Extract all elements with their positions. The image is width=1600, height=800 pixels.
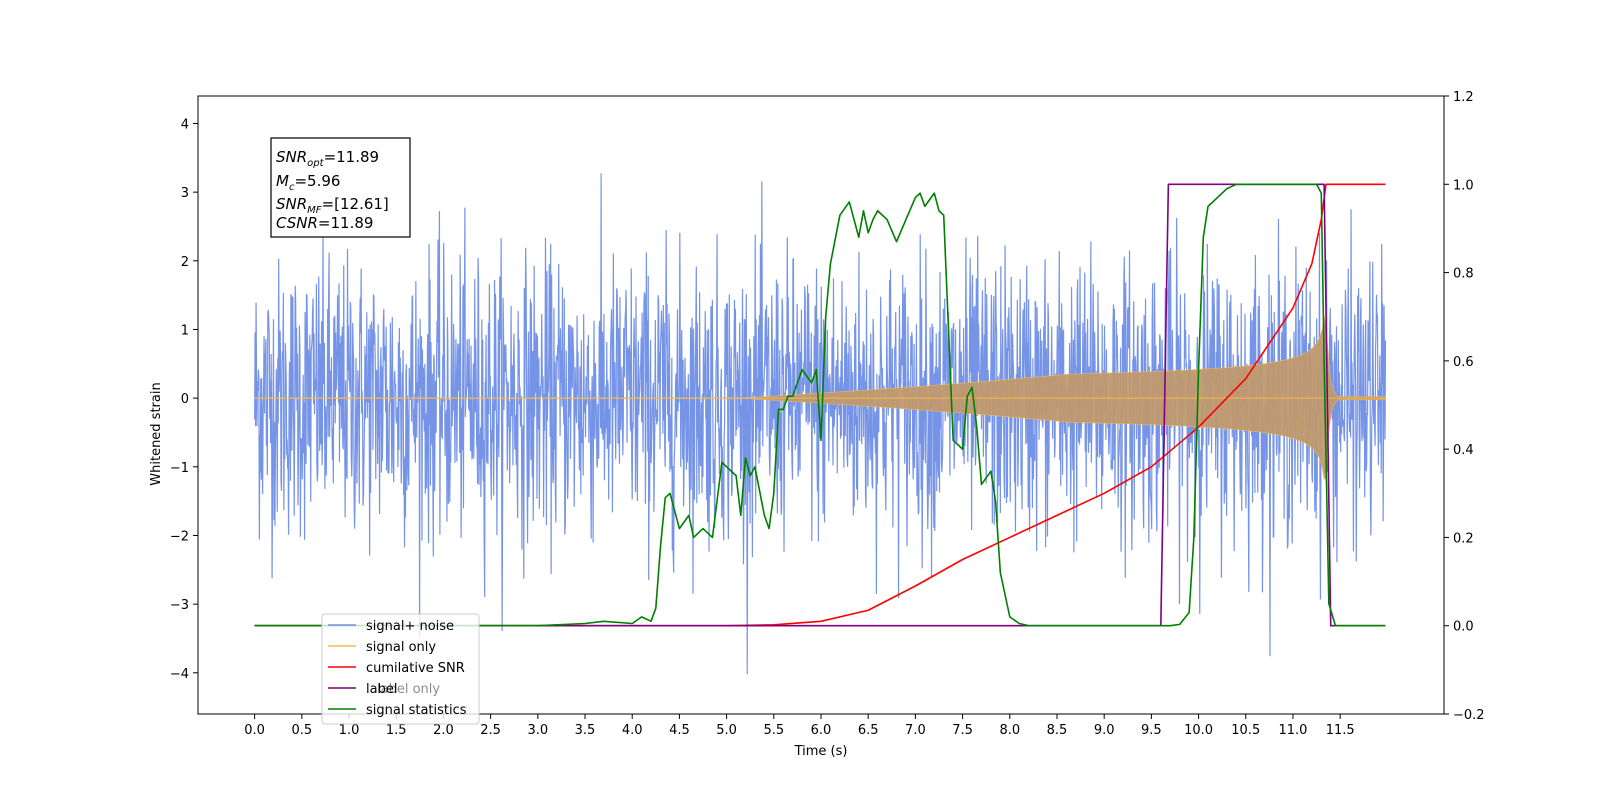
x-tick-label: 7.0 — [905, 723, 926, 738]
y-tick-label: 2 — [181, 255, 189, 270]
annotation-box: SNRopt=11.89 Mc=5.96 SNRMF=[12.61] CSNR=… — [270, 137, 411, 238]
annotation-frame — [270, 137, 411, 238]
x-tick-label: 11.5 — [1326, 723, 1355, 738]
y-tick-label: −2 — [170, 529, 189, 544]
y2-tick-label: 1.2 — [1453, 90, 1474, 105]
y-axis-label: Whitened strain — [149, 382, 164, 485]
x-tick-label: 8.0 — [999, 723, 1020, 738]
y-tick-label: −4 — [170, 667, 189, 682]
annotation-snr-mf: SNRMF=[12.61] — [276, 195, 389, 216]
y2-tick-label: 0.8 — [1453, 267, 1474, 282]
y2-tick-label: 1.0 — [1453, 178, 1474, 193]
series-group — [254, 173, 1387, 675]
x-tick-label: 3.0 — [527, 723, 548, 738]
y-tick-label: 3 — [181, 186, 189, 201]
annotation-csnr: CSNR=11.89 — [276, 214, 373, 232]
x-tick-label: 1.5 — [386, 723, 407, 738]
plot-area — [254, 173, 1387, 675]
y2-tick-label: 0.4 — [1453, 443, 1474, 458]
x-tick-label: 11.0 — [1278, 723, 1307, 738]
annotation-snr-opt: SNRopt=11.89 — [276, 148, 379, 169]
y2-tick-label: 0.0 — [1453, 620, 1474, 635]
y-tick-label: 0 — [181, 392, 189, 407]
x-axis-label: Time (s) — [794, 744, 848, 759]
series-signal-noise — [254, 173, 1387, 675]
axes: 0.0 0.5 1.0 1.5 2.0 2.5 3.0 3.5 4.0 4.5 5.0 5.5 6.0 6… — [170, 90, 1485, 738]
y2-tick-label: 0.2 — [1453, 531, 1474, 546]
x-tick-label: 9.0 — [1094, 723, 1115, 738]
legend: signal+ noise signal only cumilative SNR la… — [321, 613, 480, 725]
y2-tick-label: 0.6 — [1453, 355, 1474, 370]
legend-label: signal+ noise — [366, 619, 454, 634]
y-tick-label: 4 — [181, 117, 189, 132]
series-signal-statistics — [254, 183, 1386, 627]
x-tick-label: 5.5 — [763, 723, 784, 738]
x-tick-label: 3.5 — [575, 723, 596, 738]
x-tick-label: 9.5 — [1141, 723, 1162, 738]
x-tick-label: 2.5 — [480, 723, 501, 738]
legend-frame — [321, 613, 480, 725]
x-tick-label: 0.5 — [291, 723, 312, 738]
series-cumilative-snr — [254, 183, 1386, 627]
x-tick-label: 8.5 — [1047, 723, 1068, 738]
x-tick-label: 4.5 — [669, 723, 690, 738]
x-tick-label: 4.0 — [622, 723, 643, 738]
y-tick-label: −1 — [170, 461, 189, 476]
y-tick-label: −3 — [170, 598, 189, 613]
x-tick-label: 10.5 — [1231, 723, 1260, 738]
y2-tick-label: −0.2 — [1453, 708, 1485, 723]
x-tick-label: 6.5 — [858, 723, 879, 738]
x-tick-label: 7.5 — [952, 723, 973, 738]
x-tick-label: 2.0 — [433, 723, 454, 738]
legend-label: label — [366, 682, 397, 697]
legend-label: signal only — [366, 640, 436, 655]
x-tick-label: 0.0 — [244, 723, 265, 738]
x-tick-label: 1.0 — [339, 723, 360, 738]
legend-label: label only — [377, 682, 440, 697]
y-tick-label: 1 — [181, 323, 189, 338]
legend-label: signal statistics — [366, 703, 467, 718]
x-tick-label: 6.0 — [811, 723, 832, 738]
annotation-mc: Mc=5.96 — [276, 172, 340, 193]
x-tick-label: 5.0 — [716, 723, 737, 738]
legend-label: cumilative SNR — [366, 661, 465, 676]
x-tick-label: 10.0 — [1184, 723, 1213, 738]
